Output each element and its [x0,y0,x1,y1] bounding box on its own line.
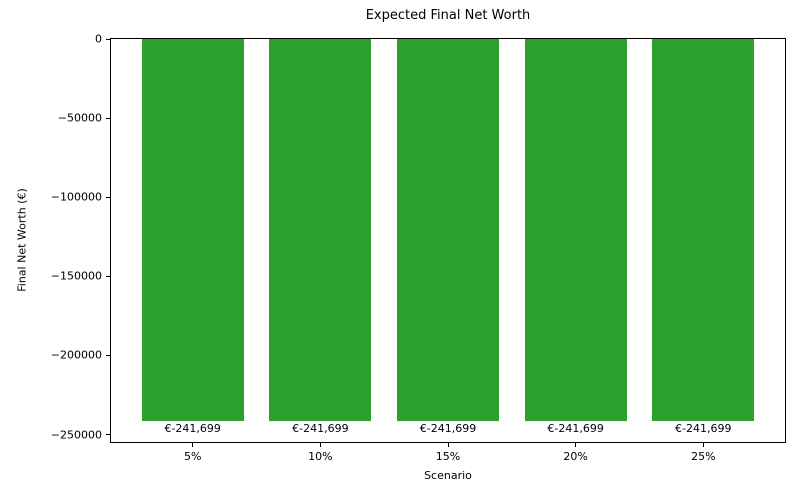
bar-value-label: €-241,699 [547,422,604,436]
x-tick-label: 10% [308,450,333,463]
y-tick [106,38,111,40]
chart-title: Expected Final Net Worth [365,8,531,23]
x-tick [192,442,194,447]
plot-area: 0 −50000 −100000 −150000 −200000 −250000 €-241… [51,33,786,463]
bar-value-label: €-241,699 [419,422,477,436]
y-tick-label: −150000 [50,269,102,283]
bar-value-label: €-241,699 [292,422,349,436]
y-tick-label: −200000 [50,348,102,362]
x-tick [575,442,577,447]
y-tick-label: 0 [95,32,102,46]
bar [269,39,372,422]
y-tick-label: −250000 [50,428,102,442]
y-tick-label: −50000 [57,111,102,125]
y-tick [106,196,111,198]
x-axis-label: Scenario [424,469,472,482]
bar [652,39,755,422]
x-tick [447,442,449,447]
x-tick-label: 25% [691,450,716,463]
bar [396,39,500,422]
bar [141,39,244,422]
y-axis-label: Final Net Worth (€) [15,188,29,292]
y-tick [106,117,111,119]
bar [524,39,627,422]
x-tick [702,442,704,447]
x-tick [319,442,321,447]
x-tick-label: 15% [435,450,461,463]
bar-value-label: €-241,699 [164,422,221,436]
x-tick-label: 5% [183,450,202,463]
x-tick-label: 20% [563,450,588,463]
y-tick [106,434,111,436]
y-tick-label: −100000 [50,190,102,204]
y-tick [106,275,111,277]
y-tick [106,354,111,356]
bar-value-label: €-241,699 [675,422,732,436]
